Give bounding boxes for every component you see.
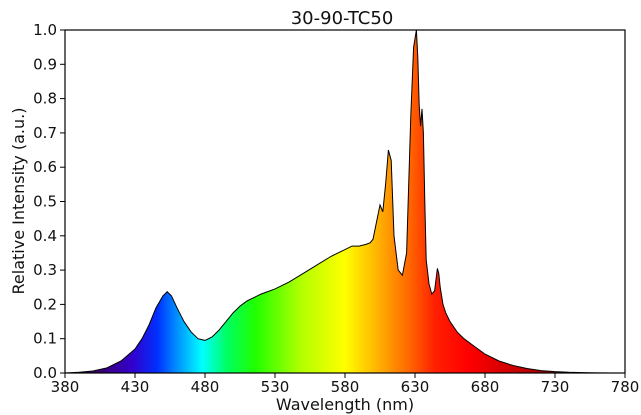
plot-area: [64, 29, 625, 374]
x-tick-label: 380: [51, 378, 80, 396]
y-axis: 0.0 0.1 0.2 0.3 0.4 0.5 0.6 0.7 0.8 0.9 1.0: [33, 21, 65, 382]
x-tick-label: 530: [261, 378, 290, 396]
spectrum-area-fill: [65, 30, 625, 373]
x-axis-title: Wavelength (nm): [276, 395, 414, 414]
x-tick-label: 680: [471, 378, 500, 396]
y-tick-label: 0.4: [33, 227, 57, 245]
y-tick-label: 0.1: [33, 330, 57, 348]
y-tick-label: 1.0: [33, 21, 57, 39]
x-tick-label: 730: [541, 378, 570, 396]
y-tick-label: 0.9: [33, 55, 57, 73]
chart-title: 30-90-TC50: [291, 8, 394, 29]
y-tick-label: 0.2: [33, 295, 57, 313]
y-tick-label: 0.5: [33, 193, 57, 211]
x-tick-label: 480: [191, 378, 220, 396]
y-tick-label: 0.7: [33, 124, 57, 142]
spectrum-series-line: [64, 29, 625, 374]
x-axis: 380 430 480 530 580 630 680 730 780: [51, 373, 640, 396]
y-tick-label: 0.6: [33, 158, 57, 176]
y-axis-title: Relative Intensity (a.u.): [9, 108, 28, 295]
y-tick-label: 0.3: [33, 261, 57, 279]
x-tick-label: 430: [121, 378, 150, 396]
y-tick-label: 0.8: [33, 90, 57, 108]
x-tick-label: 780: [611, 378, 640, 396]
x-tick-label: 630: [401, 378, 430, 396]
y-tick-label: 0.0: [33, 364, 57, 382]
x-tick-label: 580: [331, 378, 360, 396]
